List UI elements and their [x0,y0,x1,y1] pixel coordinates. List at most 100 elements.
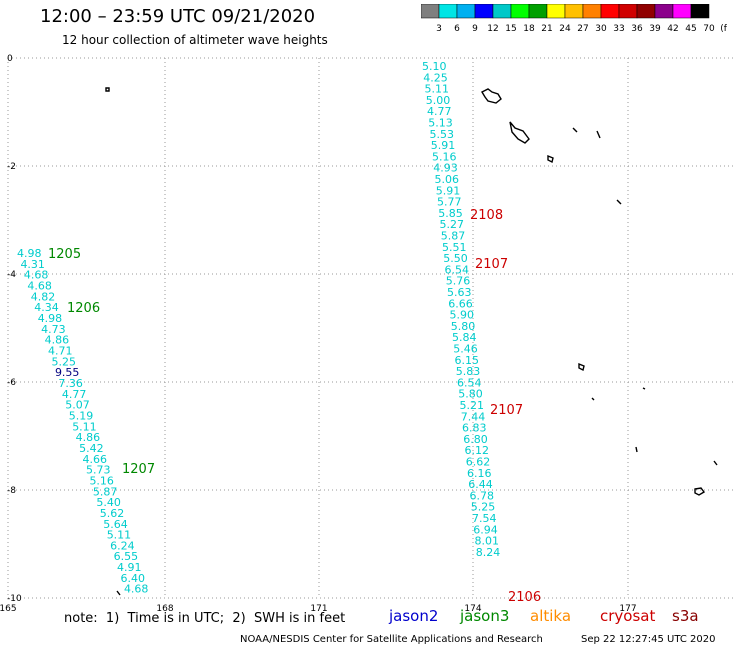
island-outline [694,487,706,496]
wave-height-value: 5.87 [441,230,466,243]
wave-height-value: 6.54 [445,263,470,276]
wave-height-value: 5.27 [440,218,465,231]
color-scale-label: 6 [454,24,460,34]
wave-height-value: 9.55 [55,366,79,379]
wave-height-value: 5.90 [450,309,475,322]
color-scale-label: 15 [505,24,516,34]
island-outline [642,387,646,390]
x-tick-label: 168 [156,604,173,614]
color-scale-label: 42 [667,24,678,34]
wave-height-value: 5.25 [471,501,496,514]
wave-height-value: 6.54 [457,376,482,389]
wave-height-value: 4.91 [117,561,142,574]
wave-height-value: 4.86 [76,431,101,444]
wave-height-value: 5.50 [443,252,468,265]
wave-height-value: 6.66 [448,297,473,310]
wave-height-value: 4.68 [124,583,149,596]
island-outline [547,154,554,164]
wave-height-value: 6.94 [473,523,498,536]
color-scale-label: 9 [472,24,478,34]
color-scale-label: 27 [577,24,588,34]
wave-height-value: 5.77 [437,196,462,209]
wave-height-value: 5.83 [456,365,481,378]
wave-height-value: 5.46 [453,343,478,356]
island-outline [572,127,578,133]
island-outline [105,87,110,92]
wave-height-value: 4.73 [41,323,66,336]
wave-height-value: 6.44 [468,478,493,491]
units-note: note: 1) Time is in UTC; 2) SWH is in fe… [64,611,346,626]
x-tick-label: 177 [619,604,636,614]
wave-height-value: 6.80 [463,433,488,446]
wave-height-value: 5.06 [435,173,460,186]
island-outline [481,88,502,104]
wave-height-value: 4.77 [62,388,87,401]
wave-height-value: 6.83 [462,422,487,435]
color-scale-label: 24 [559,24,571,34]
island-outlines [105,87,718,596]
wave-height-value: 5.64 [103,518,128,531]
island-outline [509,121,530,144]
wave-height-value: 4.68 [24,269,49,282]
satellite-legend-jason3: jason3 [460,607,510,625]
island-outline [116,590,121,596]
wave-height-value: 4.86 [45,334,70,347]
wave-height-value: 4.34 [34,301,59,314]
wave-height-value: 5.91 [436,184,461,197]
wave-height-value: 7.36 [58,377,83,390]
pass-time-label: 1205 [48,247,81,262]
wave-height-value: 5.16 [432,150,457,163]
wave-height-value: 5.84 [452,331,477,344]
map-subtitle: 12 hour collection of altimeter wave hei… [62,33,328,47]
wave-height-value: 7.44 [461,410,486,423]
wave-height-value: 4.98 [38,312,63,325]
island-outline [578,362,585,372]
color-scale-label: 12 [487,24,498,34]
footer-credit: NOAA/NESDIS Center for Satellite Applica… [240,634,543,645]
color-scale-label: 3 [436,24,442,34]
wave-height-value: 5.11 [107,529,132,542]
wave-height-value: 5.25 [52,355,77,368]
wave-height-value: 4.66 [83,453,108,466]
wave-height-value: 5.13 [428,117,453,130]
wave-height-value: 5.16 [89,474,114,487]
wave-height-value: 6.40 [121,572,146,585]
color-scale-label: 33 [613,24,624,34]
wave-height-value: 5.62 [100,507,125,520]
color-scale-label: 36 [631,24,643,34]
wave-height-value: 5.42 [79,442,104,455]
color-scale-label: (ft) [720,24,727,34]
pass-time-label: 2108 [470,208,503,223]
y-tick-label: -4 [7,270,16,280]
island-outline [616,199,622,205]
island-outline [713,460,718,466]
wave-height-value: 6.24 [110,539,134,552]
wave-height-value: 5.63 [447,286,472,299]
wave-height-value: 4.31 [20,258,45,271]
wave-height-value: 5.10 [422,60,447,73]
wave-height-value: 5.73 [86,464,111,477]
pass-time-label: 1206 [67,301,100,316]
altimeter-track-right: 5.104.255.115.004.775.135.535.915.164.93… [422,60,500,559]
wave-height-value: 8.24 [476,546,501,559]
wave-height-value: 6.12 [465,444,490,457]
wave-height-value: 5.87 [93,485,118,498]
wave-height-value: 4.68 [27,279,51,292]
color-scale-label: 70 [703,24,715,34]
color-scale-label: 45 [685,24,696,34]
wave-height-value: 6.78 [470,489,495,502]
wave-height-value: 4.71 [48,344,73,357]
pass-time-label: 1207 [122,462,155,477]
wave-height-value: 5.80 [458,388,483,401]
wave-height-value: 5.76 [446,275,471,288]
wave-height-value: 5.40 [96,496,121,509]
pass-time-label: 2106 [508,590,541,605]
y-tick-label: -6 [7,378,16,388]
wave-height-value: 4.77 [427,105,452,118]
wave-height-value: 5.00 [426,94,451,107]
wave-height-value: 5.85 [438,207,463,220]
wave-height-value: 6.16 [467,467,492,480]
color-swatch [690,4,710,19]
